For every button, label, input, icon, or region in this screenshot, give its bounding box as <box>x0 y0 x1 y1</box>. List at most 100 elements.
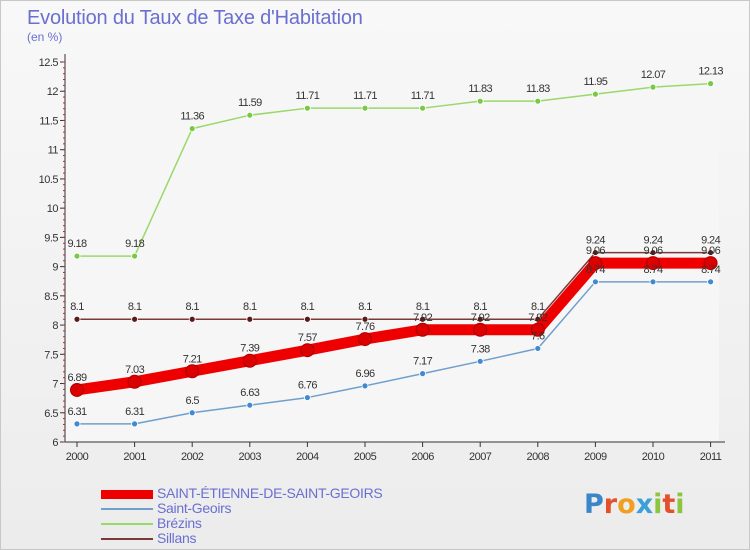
series-point-1 <box>73 420 81 428</box>
data-label: 11.71 <box>296 90 320 102</box>
legend-label: Brézins <box>157 515 202 531</box>
series-point-0 <box>127 374 142 389</box>
series-point-2 <box>592 90 599 98</box>
series-line-0 <box>71 257 717 396</box>
data-label: 7.92 <box>471 312 490 324</box>
series-point-0 <box>185 364 200 379</box>
series-point-3 <box>361 315 369 323</box>
series-point-2 <box>649 83 657 91</box>
data-label: 6.96 <box>355 368 374 380</box>
data-label: 7.57 <box>298 332 317 344</box>
y-tick-label: 12 <box>47 86 59 98</box>
y-tick-label: 10.5 <box>39 174 59 186</box>
data-label: 6.76 <box>298 380 317 392</box>
y-tick-label: 9 <box>52 262 58 274</box>
data-label: 11.59 <box>238 97 262 109</box>
x-tick-label: 2009 <box>584 451 607 463</box>
series-point-1 <box>419 370 427 378</box>
y-tick-label: 8.5 <box>44 291 58 303</box>
x-tick-label: 2011 <box>700 451 722 463</box>
series-point-1 <box>188 409 196 417</box>
series-line-1 <box>76 281 712 425</box>
series-point-3 <box>188 315 196 323</box>
data-label: 7.17 <box>413 356 432 368</box>
series-point-0 <box>300 343 315 358</box>
y-tick-label: 12.5 <box>39 57 59 69</box>
series-point-0 <box>588 256 603 271</box>
data-label: 9.06 <box>701 245 720 257</box>
data-label: 7.39 <box>240 343 259 355</box>
series-point-1 <box>476 357 484 365</box>
data-label: 11.71 <box>353 90 377 102</box>
series-point-0 <box>646 256 660 271</box>
data-label: 6.31 <box>125 406 144 418</box>
x-tick-label: 2001 <box>123 451 146 463</box>
data-label: 6.63 <box>240 387 259 399</box>
series-point-3 <box>649 249 657 256</box>
x-tick-label: 2003 <box>239 451 262 463</box>
legend-swatch <box>101 508 153 510</box>
y-tick-label: 9.5 <box>44 232 58 244</box>
series-point-0 <box>530 322 545 337</box>
data-label: 7.03 <box>125 364 144 376</box>
y-tick-label: 8 <box>52 320 58 332</box>
data-label: 9.06 <box>586 245 605 257</box>
data-label: 8.1 <box>301 301 315 313</box>
legend-swatch <box>101 538 153 540</box>
data-label: 9.24 <box>701 235 720 247</box>
series-point-0 <box>703 256 718 271</box>
data-label: 9.18 <box>125 238 144 250</box>
data-label: 9.24 <box>586 235 605 247</box>
series-line-3 <box>76 251 712 320</box>
data-label: 6.5 <box>185 395 199 407</box>
x-tick-label: 2008 <box>527 451 550 463</box>
x-tick-label: 2010 <box>642 451 665 463</box>
series-point-2 <box>131 252 139 260</box>
series-point-3 <box>419 315 427 323</box>
data-label: 7.92 <box>413 312 432 324</box>
series-point-0 <box>415 322 430 337</box>
x-tick-label: 2005 <box>354 451 377 463</box>
x-tick-label: 2002 <box>181 451 204 463</box>
series-line-2 <box>76 82 712 257</box>
series-point-2 <box>534 97 542 105</box>
x-tick-label: 2006 <box>411 451 434 463</box>
y-tick-label: 7.5 <box>44 349 58 361</box>
data-label: 9.18 <box>67 238 86 250</box>
data-label: 8.1 <box>531 301 545 313</box>
series-point-1 <box>534 345 542 352</box>
series-point-0 <box>70 382 84 397</box>
x-tick-label: 2007 <box>469 451 492 463</box>
series-point-3 <box>476 315 484 323</box>
chart-unit-subtitle: (en %) <box>27 30 63 44</box>
y-tick-label: 6 <box>52 437 58 449</box>
series-point-0 <box>242 353 257 368</box>
data-label: 8.74 <box>586 264 605 276</box>
data-label: 7.6 <box>531 330 545 342</box>
series-point-2 <box>246 111 254 119</box>
y-tick-label: 7 <box>52 379 58 391</box>
series-point-1 <box>361 382 369 390</box>
y-tick-label: 11.5 <box>39 115 58 127</box>
series-point-3 <box>707 249 714 256</box>
chart-title: Evolution du Taux de Taxe d'Habitation <box>27 7 363 29</box>
data-label: 11.36 <box>180 111 204 123</box>
data-label: 8.1 <box>358 301 372 313</box>
series-point-2 <box>303 104 311 112</box>
series-point-1 <box>303 394 311 401</box>
data-label: 8.74 <box>701 264 720 276</box>
data-label: 8.1 <box>185 301 199 313</box>
data-label: 11.95 <box>584 76 608 88</box>
data-label: 7.92 <box>528 312 547 324</box>
data-label: 8.1 <box>416 301 430 313</box>
series-point-2 <box>476 97 484 105</box>
data-label: 7.76 <box>355 321 374 333</box>
series-point-3 <box>246 315 254 323</box>
legend-swatch <box>101 490 153 499</box>
series-point-0 <box>473 322 488 337</box>
data-label: 11.83 <box>468 83 492 95</box>
data-label: 9.06 <box>643 245 662 257</box>
series-point-1 <box>131 420 139 428</box>
